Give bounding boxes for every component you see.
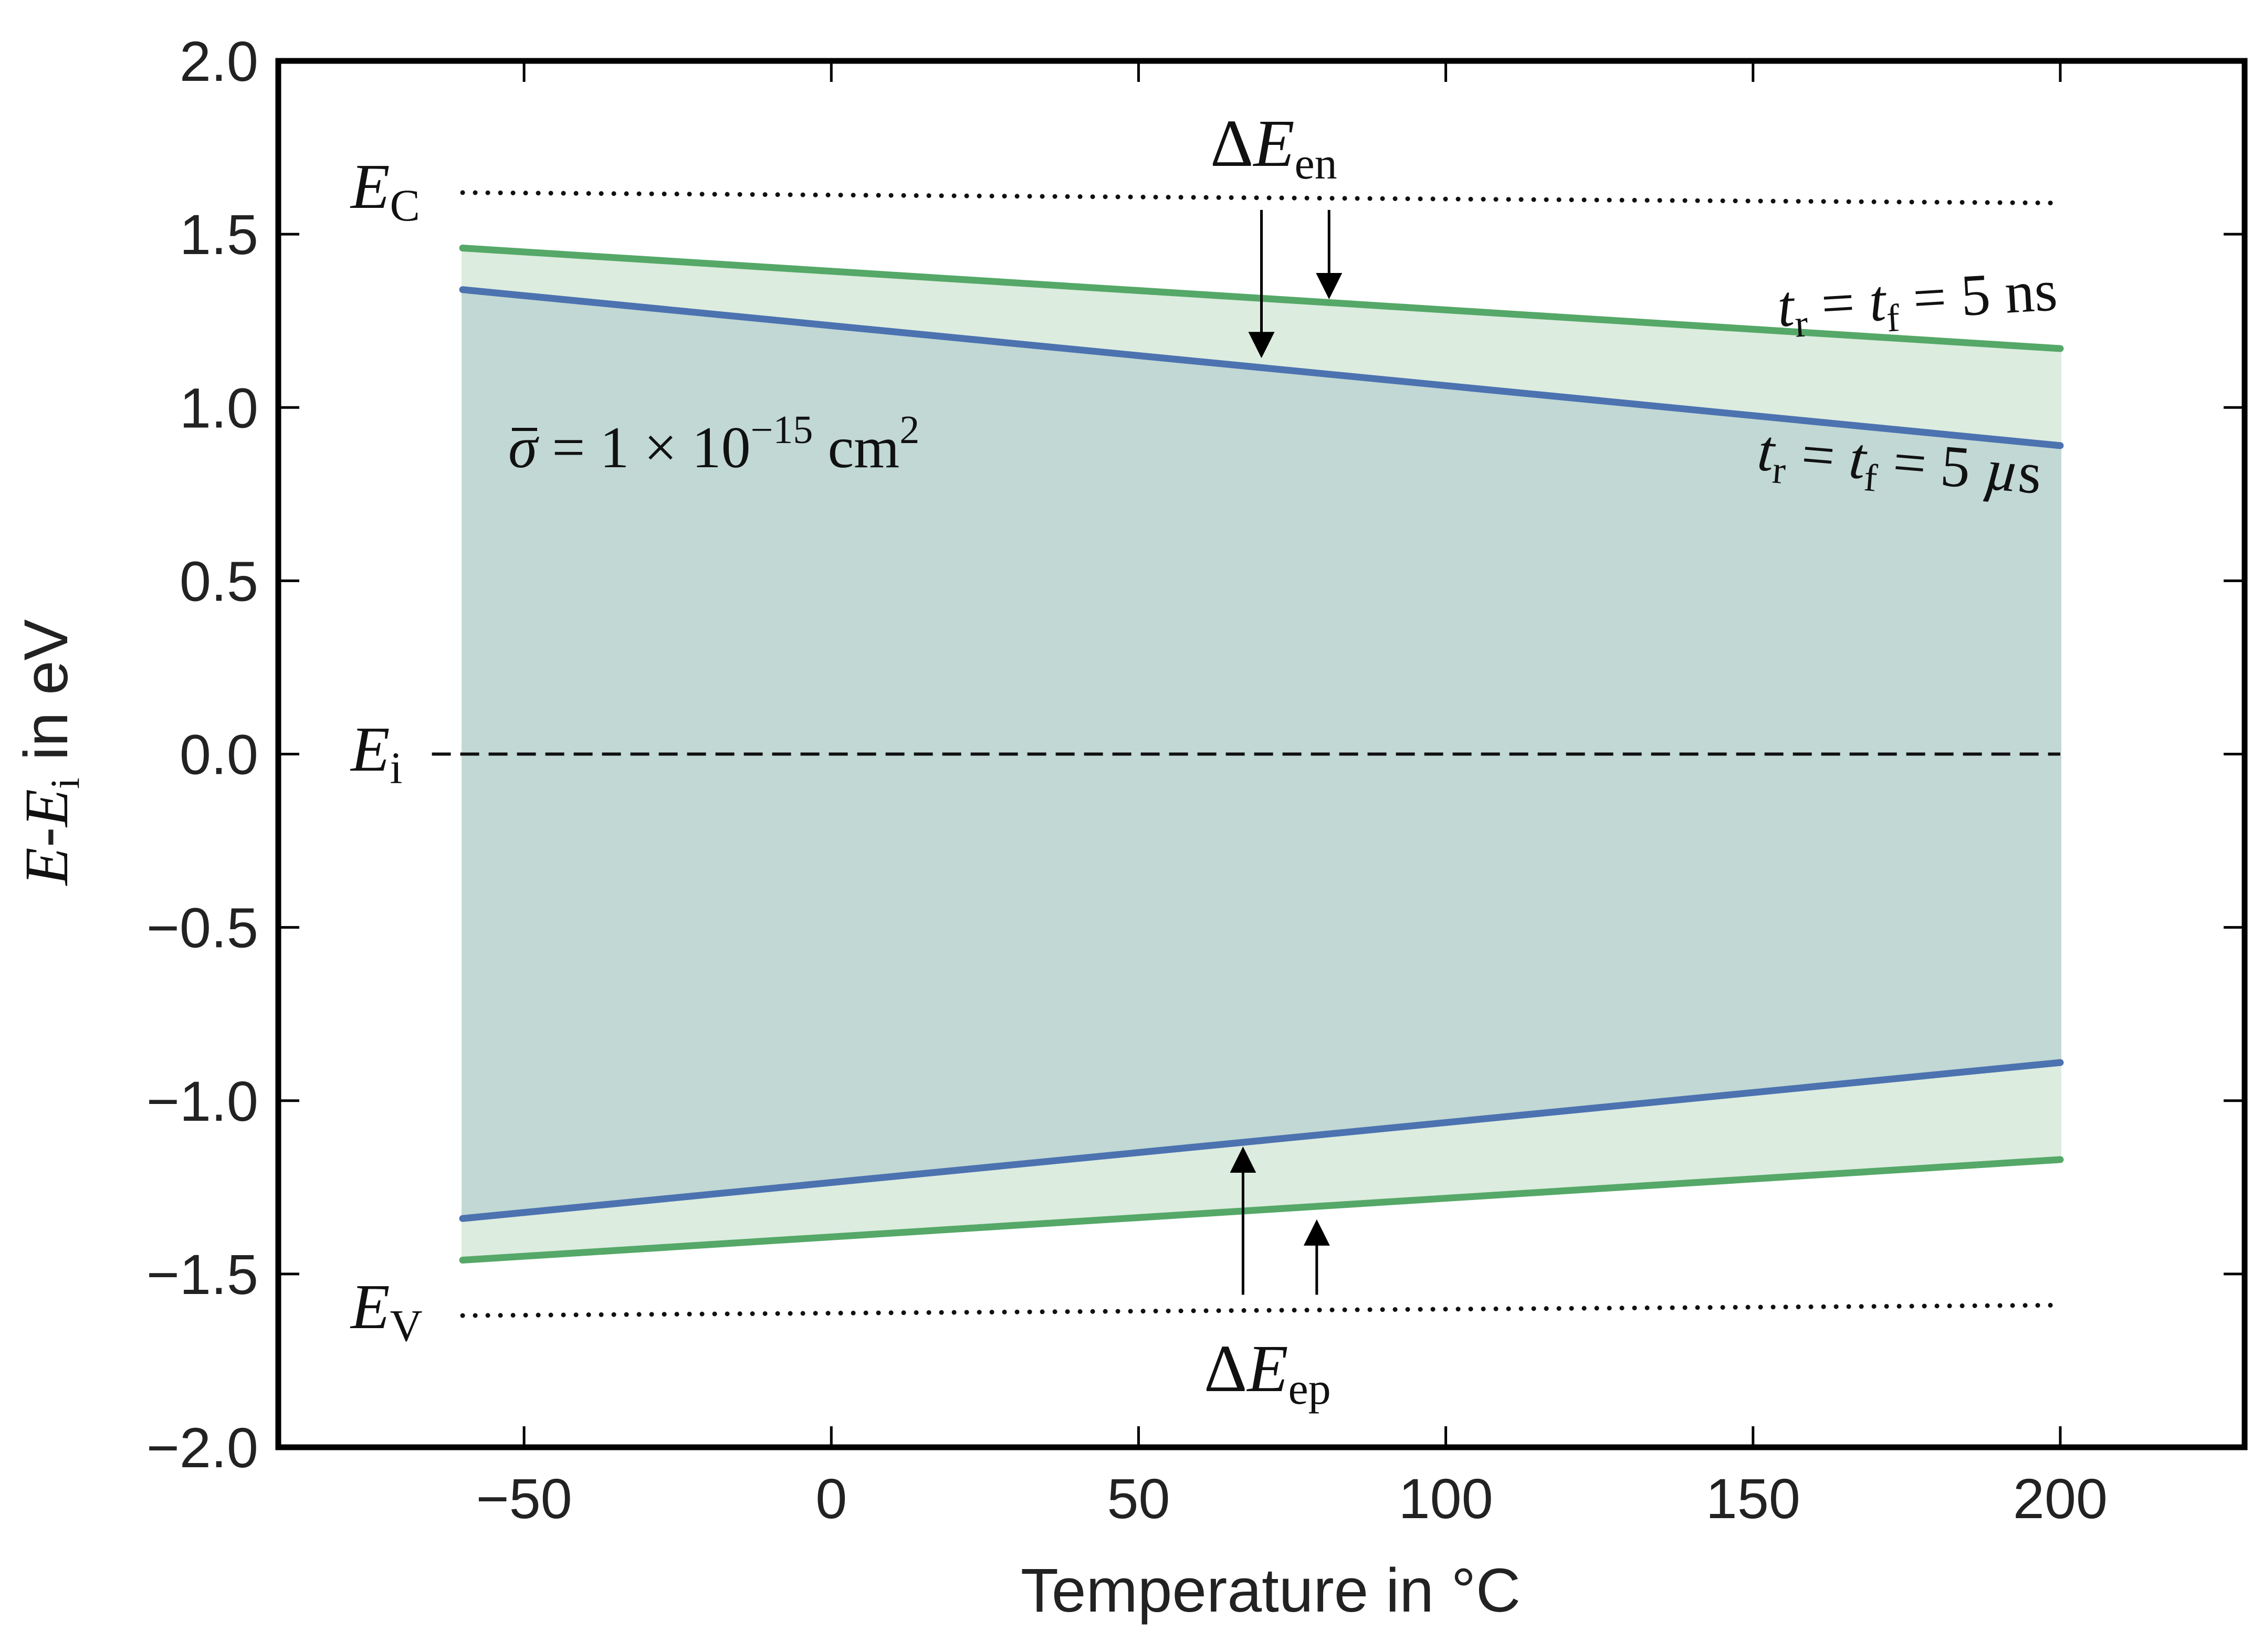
y-axis-label-sub: i xyxy=(42,777,88,789)
axis-ticks xyxy=(278,59,2245,1449)
plot-area xyxy=(432,190,2064,1318)
label-5ns-s2: f xyxy=(1885,297,1901,340)
label-sigma-unit-exp: 2 xyxy=(899,408,919,452)
x-tick-label-1: 0 xyxy=(815,1467,847,1530)
y-tick-label-2: 1.0 xyxy=(180,376,258,439)
label-ev-main: E xyxy=(350,1271,390,1342)
label-ei: Ei xyxy=(350,714,402,793)
label-ec-sub: C xyxy=(390,180,420,230)
label-delta-e-en: ΔEen xyxy=(1210,106,1337,188)
y-tick-label-8: −2.0 xyxy=(146,1416,258,1479)
label-5ns-eq: = xyxy=(1805,269,1871,338)
y-tick-label-1: 1.5 xyxy=(180,203,258,266)
y-axis-label-e1: E xyxy=(12,847,81,886)
label-5us-unit: s xyxy=(2016,440,2044,507)
label-delta-e-en-sub: en xyxy=(1295,138,1337,188)
label-5us-mu: µ xyxy=(1982,437,2021,504)
reference-line-e_v xyxy=(460,1302,2063,1318)
label-5ns-val: = 5 ns xyxy=(1897,258,2059,332)
series-1-upper-line xyxy=(459,286,2064,449)
label-sigma-symbol: σ xyxy=(508,415,539,480)
label-5us-eq: = xyxy=(1784,420,1852,491)
y-tick-label-4: 0.0 xyxy=(180,723,258,786)
axis-tick-labels: −50 0 50 100 150 200 2.0 1.5 1.0 0.5 0.0 −0.5 −1.0 −1… xyxy=(146,29,2108,1530)
label-5ns: tr = tf = 5 ns xyxy=(1776,258,2060,346)
label-delta-e-en-delta: Δ xyxy=(1210,106,1253,181)
label-ei-main: E xyxy=(350,714,390,785)
y-axis-label-dash: - xyxy=(12,827,81,847)
label-ev: EV xyxy=(350,1271,423,1351)
reference-lines xyxy=(432,190,2063,1318)
y-tick-label-7: −1.5 xyxy=(146,1243,258,1306)
y-tick-label-6: −1.0 xyxy=(146,1069,258,1133)
label-delta-e-en-main: E xyxy=(1252,106,1294,181)
label-sigma-unit: cm xyxy=(813,415,899,480)
y-tick-label-5: −0.5 xyxy=(146,896,258,960)
delta-e-arrows xyxy=(1230,209,1343,1295)
x-tick-label-3: 100 xyxy=(1398,1467,1493,1530)
x-axis-label: Temperature in °C xyxy=(1021,1556,1521,1625)
y-axis-label-suffix: in eV xyxy=(12,619,81,777)
x-tick-label-4: 150 xyxy=(1706,1467,1800,1530)
y-axis-label-e2: E xyxy=(12,789,81,828)
reference-line-e_c xyxy=(460,190,2063,206)
label-sigma: σ = 1 × 10−15 cm2 xyxy=(508,408,919,480)
label-ev-sub: V xyxy=(390,1300,423,1351)
label-ec: EC xyxy=(350,151,420,230)
label-delta-e-ep-main: E xyxy=(1246,1331,1288,1406)
y-tick-label-0: 2.0 xyxy=(180,29,258,93)
x-tick-label-2: 50 xyxy=(1107,1467,1170,1530)
label-delta-e-ep: ΔEep xyxy=(1204,1331,1331,1414)
label-5us-val: = 5 xyxy=(1876,428,1988,502)
label-delta-e-ep-sub: ep xyxy=(1288,1363,1331,1414)
label-5ns-s1: r xyxy=(1794,302,1809,345)
label-delta-e-ep-delta: Δ xyxy=(1204,1331,1247,1406)
label-ec-main: E xyxy=(350,151,390,222)
label-sigma-exp: −15 xyxy=(751,408,813,452)
y-axis-label: E-Ei in eV xyxy=(12,619,88,886)
label-sigma-text: = 1 × 10 xyxy=(537,415,750,480)
x-tick-label-5: 200 xyxy=(2013,1467,2108,1530)
label-5us: tr = tf = 5 µs xyxy=(1755,418,2045,514)
y-tick-label-3: 0.5 xyxy=(180,549,258,613)
series-1-lower-line xyxy=(459,1059,2064,1222)
label-ei-sub: i xyxy=(390,743,403,793)
x-tick-label-0: −50 xyxy=(476,1467,572,1530)
series-0-lower-line xyxy=(459,1156,2064,1264)
